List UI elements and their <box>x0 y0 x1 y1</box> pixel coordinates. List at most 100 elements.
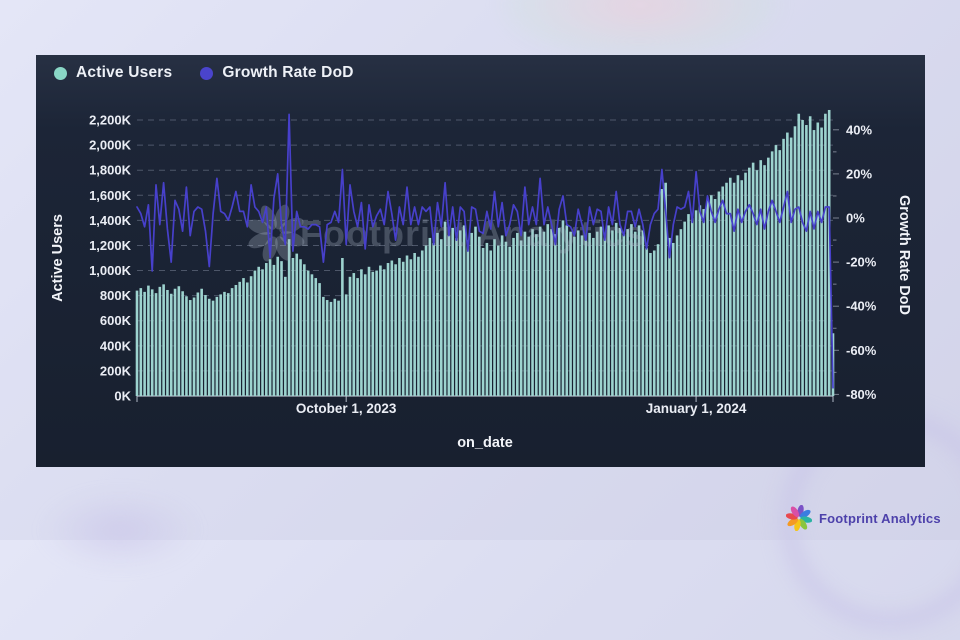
active-users-bar <box>652 250 656 396</box>
active-users-bar <box>767 157 770 396</box>
x-axis-title: on_date <box>457 435 513 451</box>
active-users-bar <box>759 160 763 396</box>
growth-rate-line <box>136 113 834 389</box>
active-users-bar <box>755 170 759 396</box>
active-users-bar <box>447 235 451 396</box>
legend-marker-active-users-icon <box>54 66 67 80</box>
active-users-bar <box>599 226 603 396</box>
active-users-bar <box>181 291 184 396</box>
x-tick-label: January 1, 2024 <box>646 401 747 416</box>
active-users-bar <box>382 269 386 396</box>
active-users-bar <box>200 288 203 396</box>
active-users-bar <box>824 113 827 397</box>
active-users-bar <box>732 182 736 396</box>
active-users-bar <box>523 231 527 396</box>
active-users-bar <box>679 229 683 396</box>
y-left-tick-label: 200K <box>100 363 132 378</box>
active-users-bar <box>801 120 804 396</box>
legend-marker-growth-rate-icon <box>200 66 214 80</box>
watermark-flower-petal <box>275 236 292 261</box>
active-users-bar <box>436 232 439 396</box>
active-users-bar <box>827 109 831 396</box>
active-users-bar <box>143 291 146 396</box>
active-users-bar <box>177 286 181 396</box>
active-users-bar <box>702 209 705 396</box>
active-users-bar <box>439 239 443 396</box>
background-decoration-left <box>40 490 200 570</box>
active-users-bar <box>816 122 820 397</box>
y-left-tick-label: 1,800K <box>89 163 132 178</box>
active-users-bar <box>512 237 515 396</box>
active-users-bar <box>219 294 222 396</box>
active-users-bar <box>185 296 188 396</box>
active-users-bar <box>519 240 523 396</box>
active-users-bar <box>280 261 283 396</box>
active-users-bar <box>789 137 793 396</box>
active-users-bar <box>576 230 580 396</box>
y-right-axis-title: Growth Rate DoD <box>896 195 912 315</box>
active-users-bar <box>265 263 268 396</box>
active-users-bar <box>211 300 215 396</box>
active-users-bar <box>322 296 325 396</box>
active-users-bar <box>497 245 500 396</box>
active-users-bar <box>401 261 405 396</box>
active-users-bar <box>348 276 352 396</box>
active-users-bar <box>188 300 192 396</box>
active-users-bar <box>424 245 428 396</box>
active-users-bar <box>493 239 496 396</box>
active-users-bar <box>820 127 823 396</box>
active-users-bar <box>489 250 492 396</box>
active-users-bar <box>683 221 686 396</box>
dual-axis-bar-line-chart: 0K 200K 400K 600K 800K 1,000K 1,200K 1,400K 1,60… <box>50 109 912 451</box>
watermark-flower-petal <box>247 219 273 235</box>
active-users-bar <box>150 289 154 396</box>
active-users-bar <box>713 199 717 396</box>
active-users-bar <box>774 145 778 396</box>
active-users-bar <box>668 237 671 396</box>
active-users-bar <box>394 264 397 396</box>
active-users-bar <box>626 229 629 396</box>
legend-label-growth-rate: Growth Rate DoD <box>222 64 354 81</box>
legend-item-active-users[interactable]: Active Users <box>54 64 172 82</box>
active-users-bar <box>637 225 641 396</box>
active-users-bar <box>770 151 774 396</box>
y-right-tick-label: -60% <box>846 343 877 358</box>
y-left-tick-label: 1,200K <box>89 238 132 253</box>
y-right-tick-label: -40% <box>846 299 877 314</box>
footprint-flower-icon <box>786 505 812 531</box>
active-users-bar <box>778 150 782 396</box>
active-users-bar <box>725 182 728 396</box>
active-users-bar <box>310 274 314 396</box>
active-users-bar <box>367 266 371 396</box>
active-users-bar <box>314 278 318 396</box>
active-users-bar <box>466 240 470 396</box>
active-users-bar <box>192 297 196 396</box>
y-left-tick-label: 1,600K <box>89 188 132 203</box>
legend-item-growth-rate[interactable]: Growth Rate DoD <box>200 64 353 82</box>
watermark-text: Footprint Analytics <box>300 213 646 254</box>
active-users-bar <box>474 226 477 396</box>
active-users-bar <box>649 252 652 396</box>
active-users-bars <box>135 109 835 397</box>
active-users-bar <box>630 224 633 396</box>
active-users-bar <box>329 301 333 396</box>
y-left-tick-label: 800K <box>100 288 132 303</box>
active-users-bar <box>371 271 375 396</box>
active-users-bar <box>417 256 420 396</box>
footprint-analytics-logo[interactable]: Footprint Analytics <box>786 505 941 531</box>
active-users-bar <box>386 263 390 396</box>
active-users-bar <box>352 273 356 396</box>
active-users-bar <box>166 289 169 396</box>
active-users-bar <box>805 125 808 396</box>
active-users-bar <box>504 241 508 396</box>
active-users-bar <box>721 186 724 396</box>
active-users-bar <box>740 180 744 396</box>
y-left-axis-title: Active Users <box>50 214 66 302</box>
active-users-bar <box>318 283 321 396</box>
active-users-bar <box>390 260 394 396</box>
active-users-bar <box>527 236 531 396</box>
y-right-tick-label: -20% <box>846 255 877 270</box>
active-users-bar <box>557 227 561 396</box>
footprint-flower-petal <box>790 506 800 518</box>
active-users-bar <box>455 237 458 396</box>
